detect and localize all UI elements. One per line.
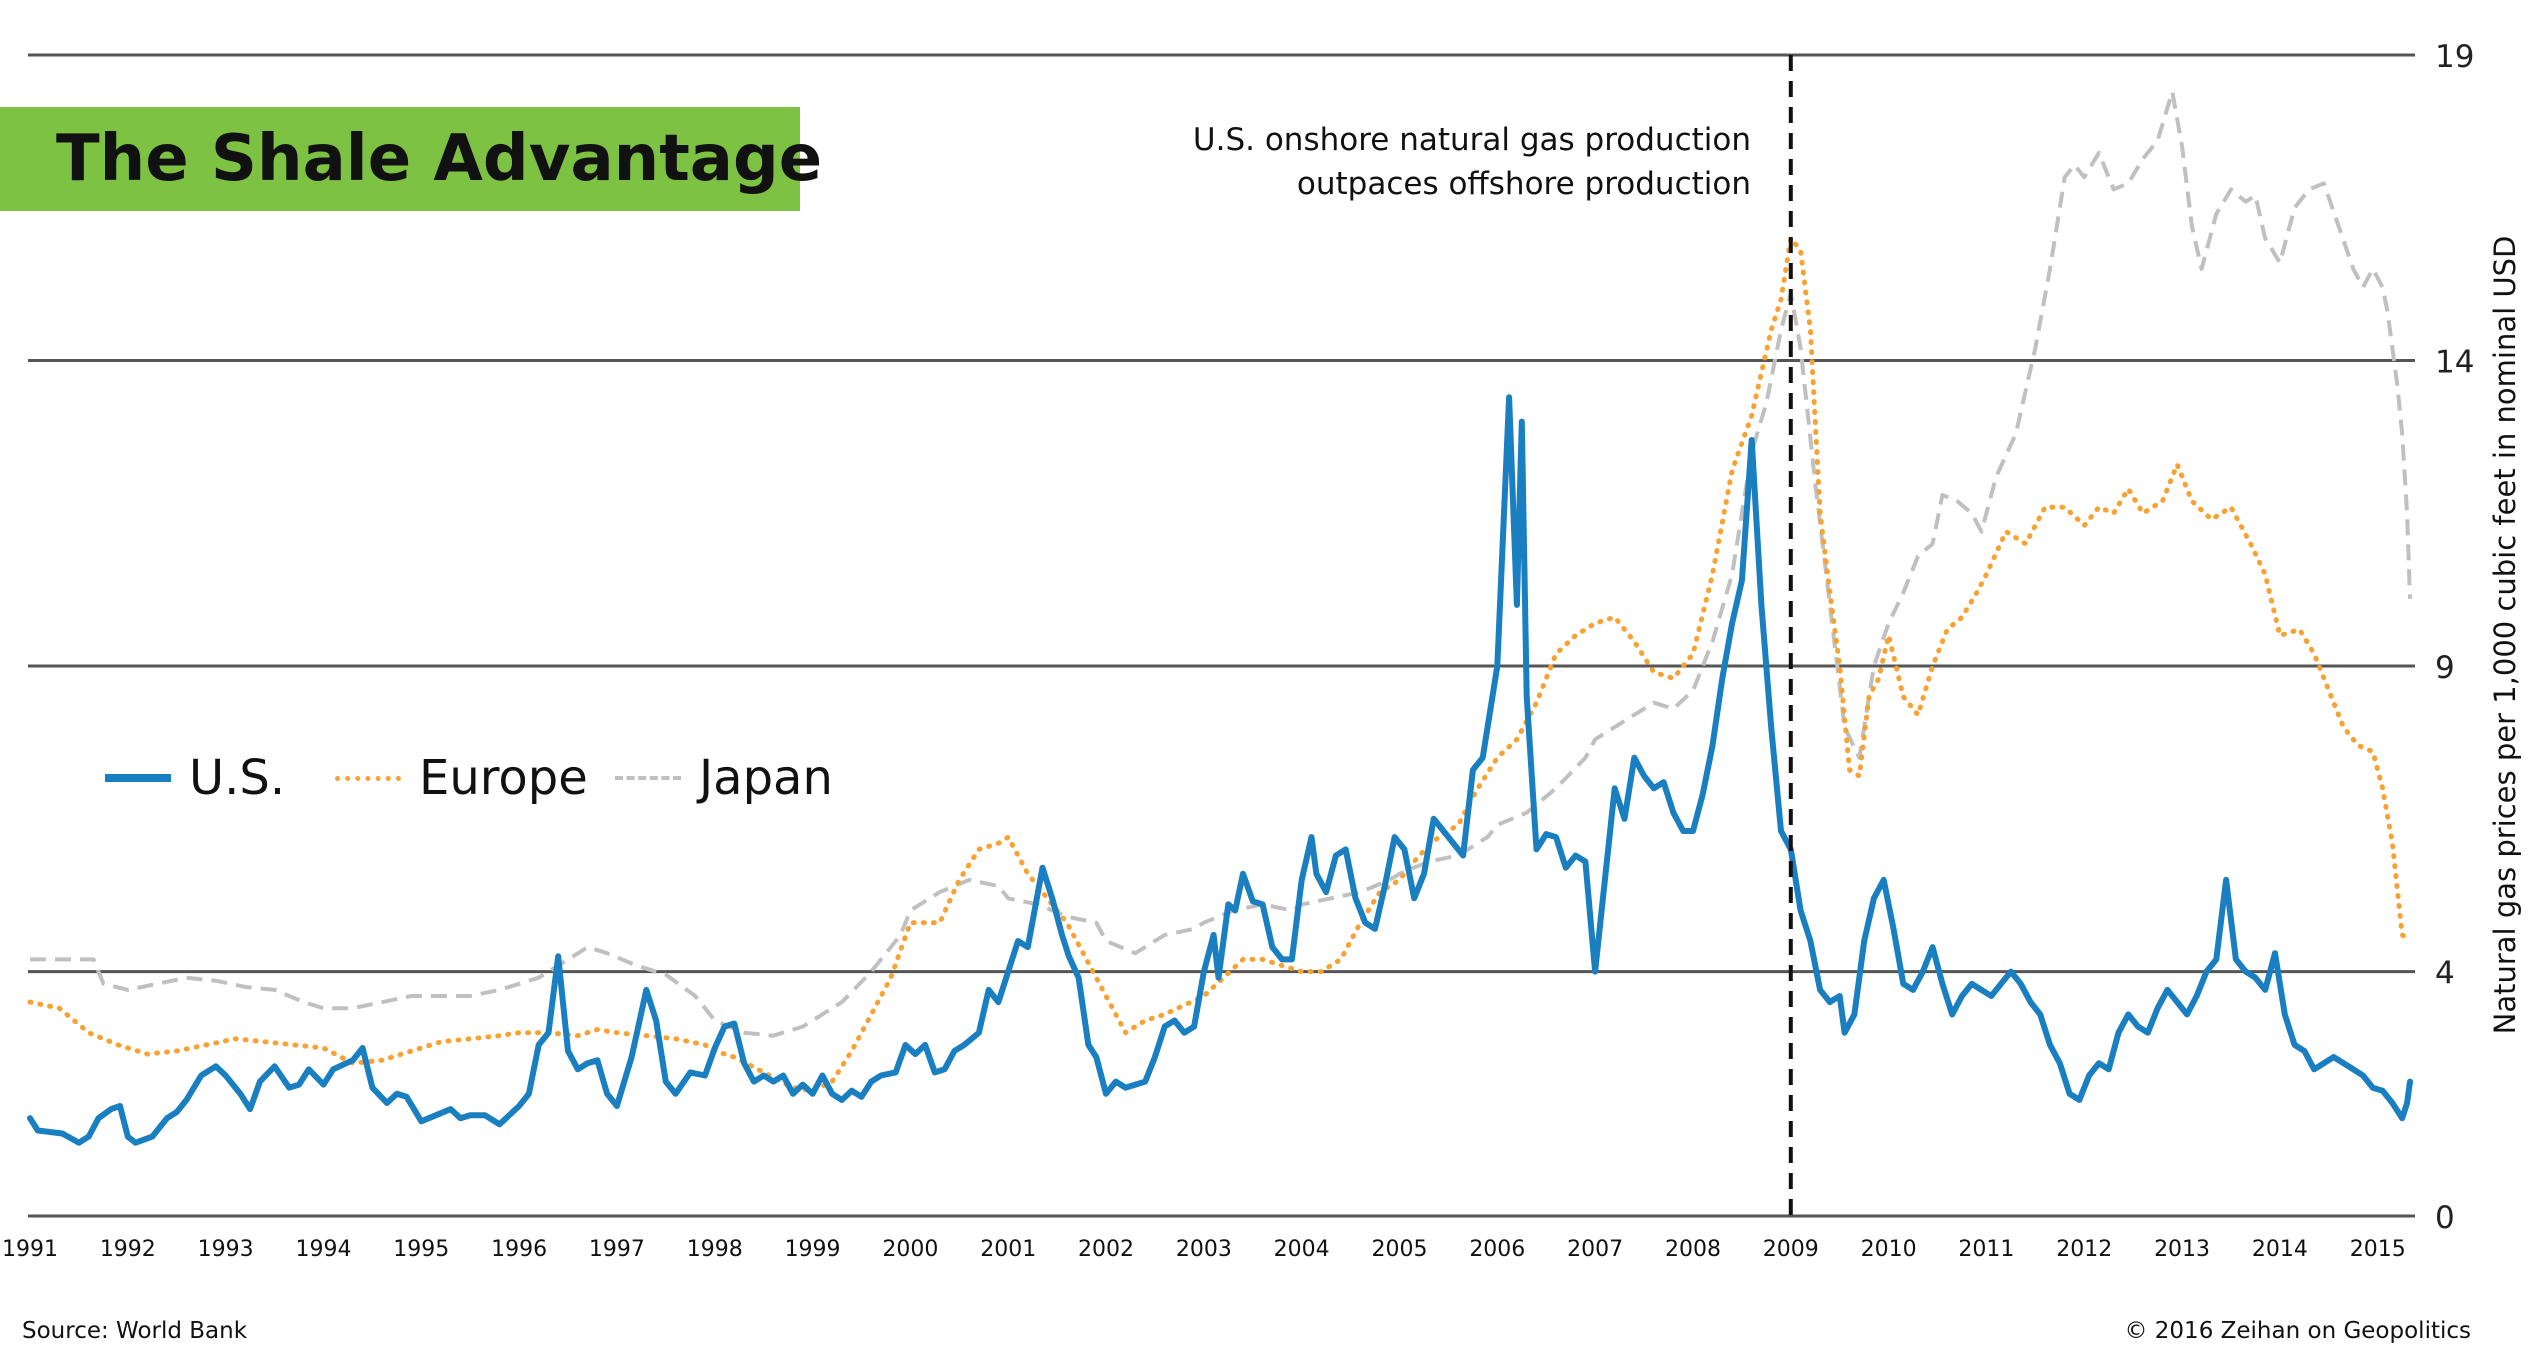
series-line-europe xyxy=(27,235,2413,1094)
tick-labels: 0 4 9 14 19 1991 1992 1993 1994 1995 1996 1997 1998 1… xyxy=(2,39,2474,1262)
x-tick-label: 1992 xyxy=(100,1237,156,1262)
y-tick-label: 19 xyxy=(2435,39,2474,75)
series-line-us xyxy=(27,394,2413,1146)
legend-swatch-japan xyxy=(615,776,681,780)
x-tick-label: 2004 xyxy=(1274,1237,1330,1262)
x-tick-label: 2009 xyxy=(1763,1237,1819,1262)
x-tick-label: 2002 xyxy=(1078,1237,1134,1262)
x-tick-label: 1994 xyxy=(295,1237,351,1262)
x-tick-label: 2008 xyxy=(1665,1237,1721,1262)
x-tick-label: 1991 xyxy=(2,1237,58,1262)
x-tick-label: 1997 xyxy=(589,1237,645,1262)
y-tick-label: 4 xyxy=(2435,956,2455,992)
x-tick-label: 2010 xyxy=(1861,1237,1917,1262)
x-tick-label: 2003 xyxy=(1176,1237,1232,1262)
source-note: Source: World Bank xyxy=(22,1318,248,1344)
legend-label-us: U.S. xyxy=(189,750,286,806)
y-tick-label: 14 xyxy=(2435,345,2474,381)
x-tick-label: 2005 xyxy=(1372,1237,1428,1262)
x-tick-label: 1998 xyxy=(687,1237,743,1262)
y-tick-label: 0 xyxy=(2435,1200,2455,1236)
y-axis-label: Natural gas prices per 1,000 cubic feet … xyxy=(2488,235,2522,1035)
annotation-line-2: outpaces offshore production xyxy=(1296,166,1751,202)
legend-label-japan: Japan xyxy=(699,750,833,806)
gridlines xyxy=(28,53,2415,1218)
x-tick-label: 2001 xyxy=(980,1237,1036,1262)
annotation-line-1: U.S. onshore natural gas production xyxy=(1192,122,1751,158)
x-tick-label: 2007 xyxy=(1567,1237,1623,1262)
series-line-japan xyxy=(30,89,2412,1038)
x-tick-label: 2000 xyxy=(882,1237,938,1262)
x-tick-label: 1995 xyxy=(393,1237,449,1262)
chart-title: The Shale Advantage xyxy=(56,122,823,196)
legend-swatch-europe xyxy=(335,776,401,781)
x-tick-label: 2012 xyxy=(2056,1237,2112,1262)
copyright-note: © 2016 Zeihan on Geopolitics xyxy=(2124,1318,2471,1344)
x-tick-label: 1993 xyxy=(198,1237,254,1262)
x-tick-label: 1999 xyxy=(785,1237,841,1262)
x-tick-label: 2015 xyxy=(2350,1237,2406,1262)
x-tick-label: 2011 xyxy=(1958,1237,2014,1262)
x-tick-label: 2014 xyxy=(2252,1237,2308,1262)
y-tick-label: 9 xyxy=(2435,650,2455,686)
x-tick-label: 2006 xyxy=(1469,1237,1525,1262)
x-tick-label: 1996 xyxy=(491,1237,547,1262)
title-banner: The Shale Advantage xyxy=(0,107,822,211)
x-tick-label: 2013 xyxy=(2154,1237,2210,1262)
legend-swatch-us xyxy=(105,774,171,782)
legend-label-europe: Europe xyxy=(419,750,588,806)
series-lines xyxy=(27,89,2413,1146)
annotation-text: U.S. onshore natural gas production outp… xyxy=(1193,118,1751,206)
